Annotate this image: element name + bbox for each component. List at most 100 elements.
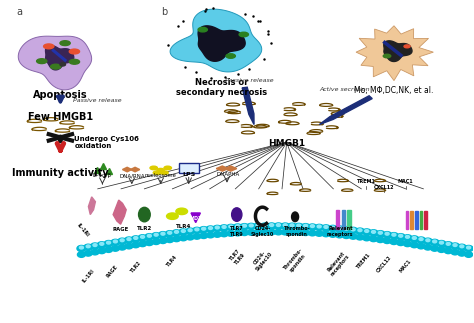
Circle shape (419, 238, 423, 241)
Circle shape (192, 227, 201, 234)
Circle shape (431, 246, 438, 251)
Text: IL-1α/β: IL-1α/β (93, 173, 112, 179)
Circle shape (309, 230, 316, 236)
Circle shape (365, 230, 369, 232)
Text: TLR2: TLR2 (130, 259, 143, 273)
Circle shape (417, 244, 425, 249)
Circle shape (220, 231, 228, 237)
Text: TLR2: TLR2 (137, 226, 152, 231)
Circle shape (213, 225, 222, 232)
Circle shape (336, 232, 344, 238)
Circle shape (281, 229, 289, 235)
Text: LPS: LPS (182, 172, 195, 177)
Circle shape (131, 236, 140, 242)
Polygon shape (410, 211, 413, 229)
Circle shape (138, 235, 147, 241)
Text: Undergo Cys106
oxidation: Undergo Cys106 oxidation (74, 136, 139, 149)
Text: CD24-
Siglec10: CD24- Siglec10 (251, 226, 274, 237)
Polygon shape (198, 26, 245, 61)
Circle shape (315, 231, 323, 236)
Circle shape (179, 235, 187, 241)
Circle shape (317, 225, 321, 228)
Text: Passive release: Passive release (225, 78, 273, 83)
Ellipse shape (138, 207, 150, 222)
Text: TLR7
TLR9: TLR7 TLR9 (230, 226, 244, 237)
Circle shape (202, 227, 206, 230)
Ellipse shape (166, 213, 178, 219)
Text: Few HMGB1: Few HMGB1 (28, 112, 93, 122)
Circle shape (222, 225, 226, 228)
Circle shape (236, 225, 240, 227)
Circle shape (233, 224, 242, 230)
Circle shape (247, 230, 255, 235)
Circle shape (460, 245, 464, 248)
Circle shape (390, 239, 398, 245)
Circle shape (206, 226, 215, 232)
Circle shape (260, 223, 269, 229)
Text: TLR4: TLR4 (176, 224, 192, 229)
Circle shape (458, 251, 466, 256)
Polygon shape (342, 210, 346, 229)
Circle shape (188, 229, 192, 232)
Circle shape (104, 241, 113, 247)
Circle shape (256, 224, 260, 227)
Circle shape (453, 244, 457, 246)
Circle shape (159, 238, 167, 244)
Circle shape (186, 228, 194, 234)
Circle shape (288, 223, 296, 229)
Text: a: a (16, 7, 22, 17)
Circle shape (240, 230, 248, 235)
Ellipse shape (69, 49, 80, 54)
Ellipse shape (157, 168, 164, 172)
Text: Necrosis or
secondary necrosis: Necrosis or secondary necrosis (176, 78, 267, 97)
Circle shape (111, 239, 120, 245)
Circle shape (356, 234, 364, 240)
Ellipse shape (292, 212, 299, 222)
Ellipse shape (383, 54, 391, 58)
Text: MAC1: MAC1 (399, 258, 412, 273)
Circle shape (80, 246, 83, 249)
Circle shape (342, 227, 351, 233)
Circle shape (93, 244, 97, 246)
Circle shape (315, 224, 324, 231)
Circle shape (351, 228, 355, 231)
Text: TREM1: TREM1 (356, 252, 372, 270)
Circle shape (392, 234, 396, 236)
Text: TLR7
TLR9: TLR7 TLR9 (229, 248, 246, 265)
Text: TLR4: TLR4 (166, 254, 179, 268)
Circle shape (301, 230, 310, 235)
Circle shape (227, 231, 235, 236)
Ellipse shape (150, 166, 157, 170)
Text: RAGE: RAGE (113, 227, 129, 233)
Ellipse shape (153, 171, 161, 174)
Circle shape (268, 229, 275, 235)
Circle shape (158, 232, 167, 238)
Circle shape (372, 231, 375, 233)
Circle shape (444, 242, 453, 248)
Circle shape (457, 244, 466, 250)
Circle shape (263, 224, 267, 226)
Polygon shape (415, 211, 418, 229)
Polygon shape (242, 87, 254, 124)
Polygon shape (216, 166, 228, 171)
Ellipse shape (36, 59, 47, 64)
Circle shape (147, 234, 151, 237)
Text: Thrombo-
spondin: Thrombo- spondin (283, 226, 310, 237)
Ellipse shape (51, 64, 61, 69)
Ellipse shape (60, 63, 65, 66)
Ellipse shape (226, 54, 236, 58)
Circle shape (240, 224, 249, 230)
Circle shape (426, 239, 430, 242)
Circle shape (322, 231, 330, 237)
Circle shape (145, 234, 154, 240)
Circle shape (193, 234, 201, 239)
Circle shape (243, 224, 246, 227)
Circle shape (107, 241, 110, 244)
Circle shape (105, 247, 112, 252)
Circle shape (362, 229, 371, 235)
Circle shape (227, 224, 235, 231)
Circle shape (254, 223, 263, 229)
Circle shape (281, 223, 290, 229)
Text: Apoptosis: Apoptosis (33, 90, 88, 100)
Text: DNA/RNA: DNA/RNA (120, 173, 146, 179)
